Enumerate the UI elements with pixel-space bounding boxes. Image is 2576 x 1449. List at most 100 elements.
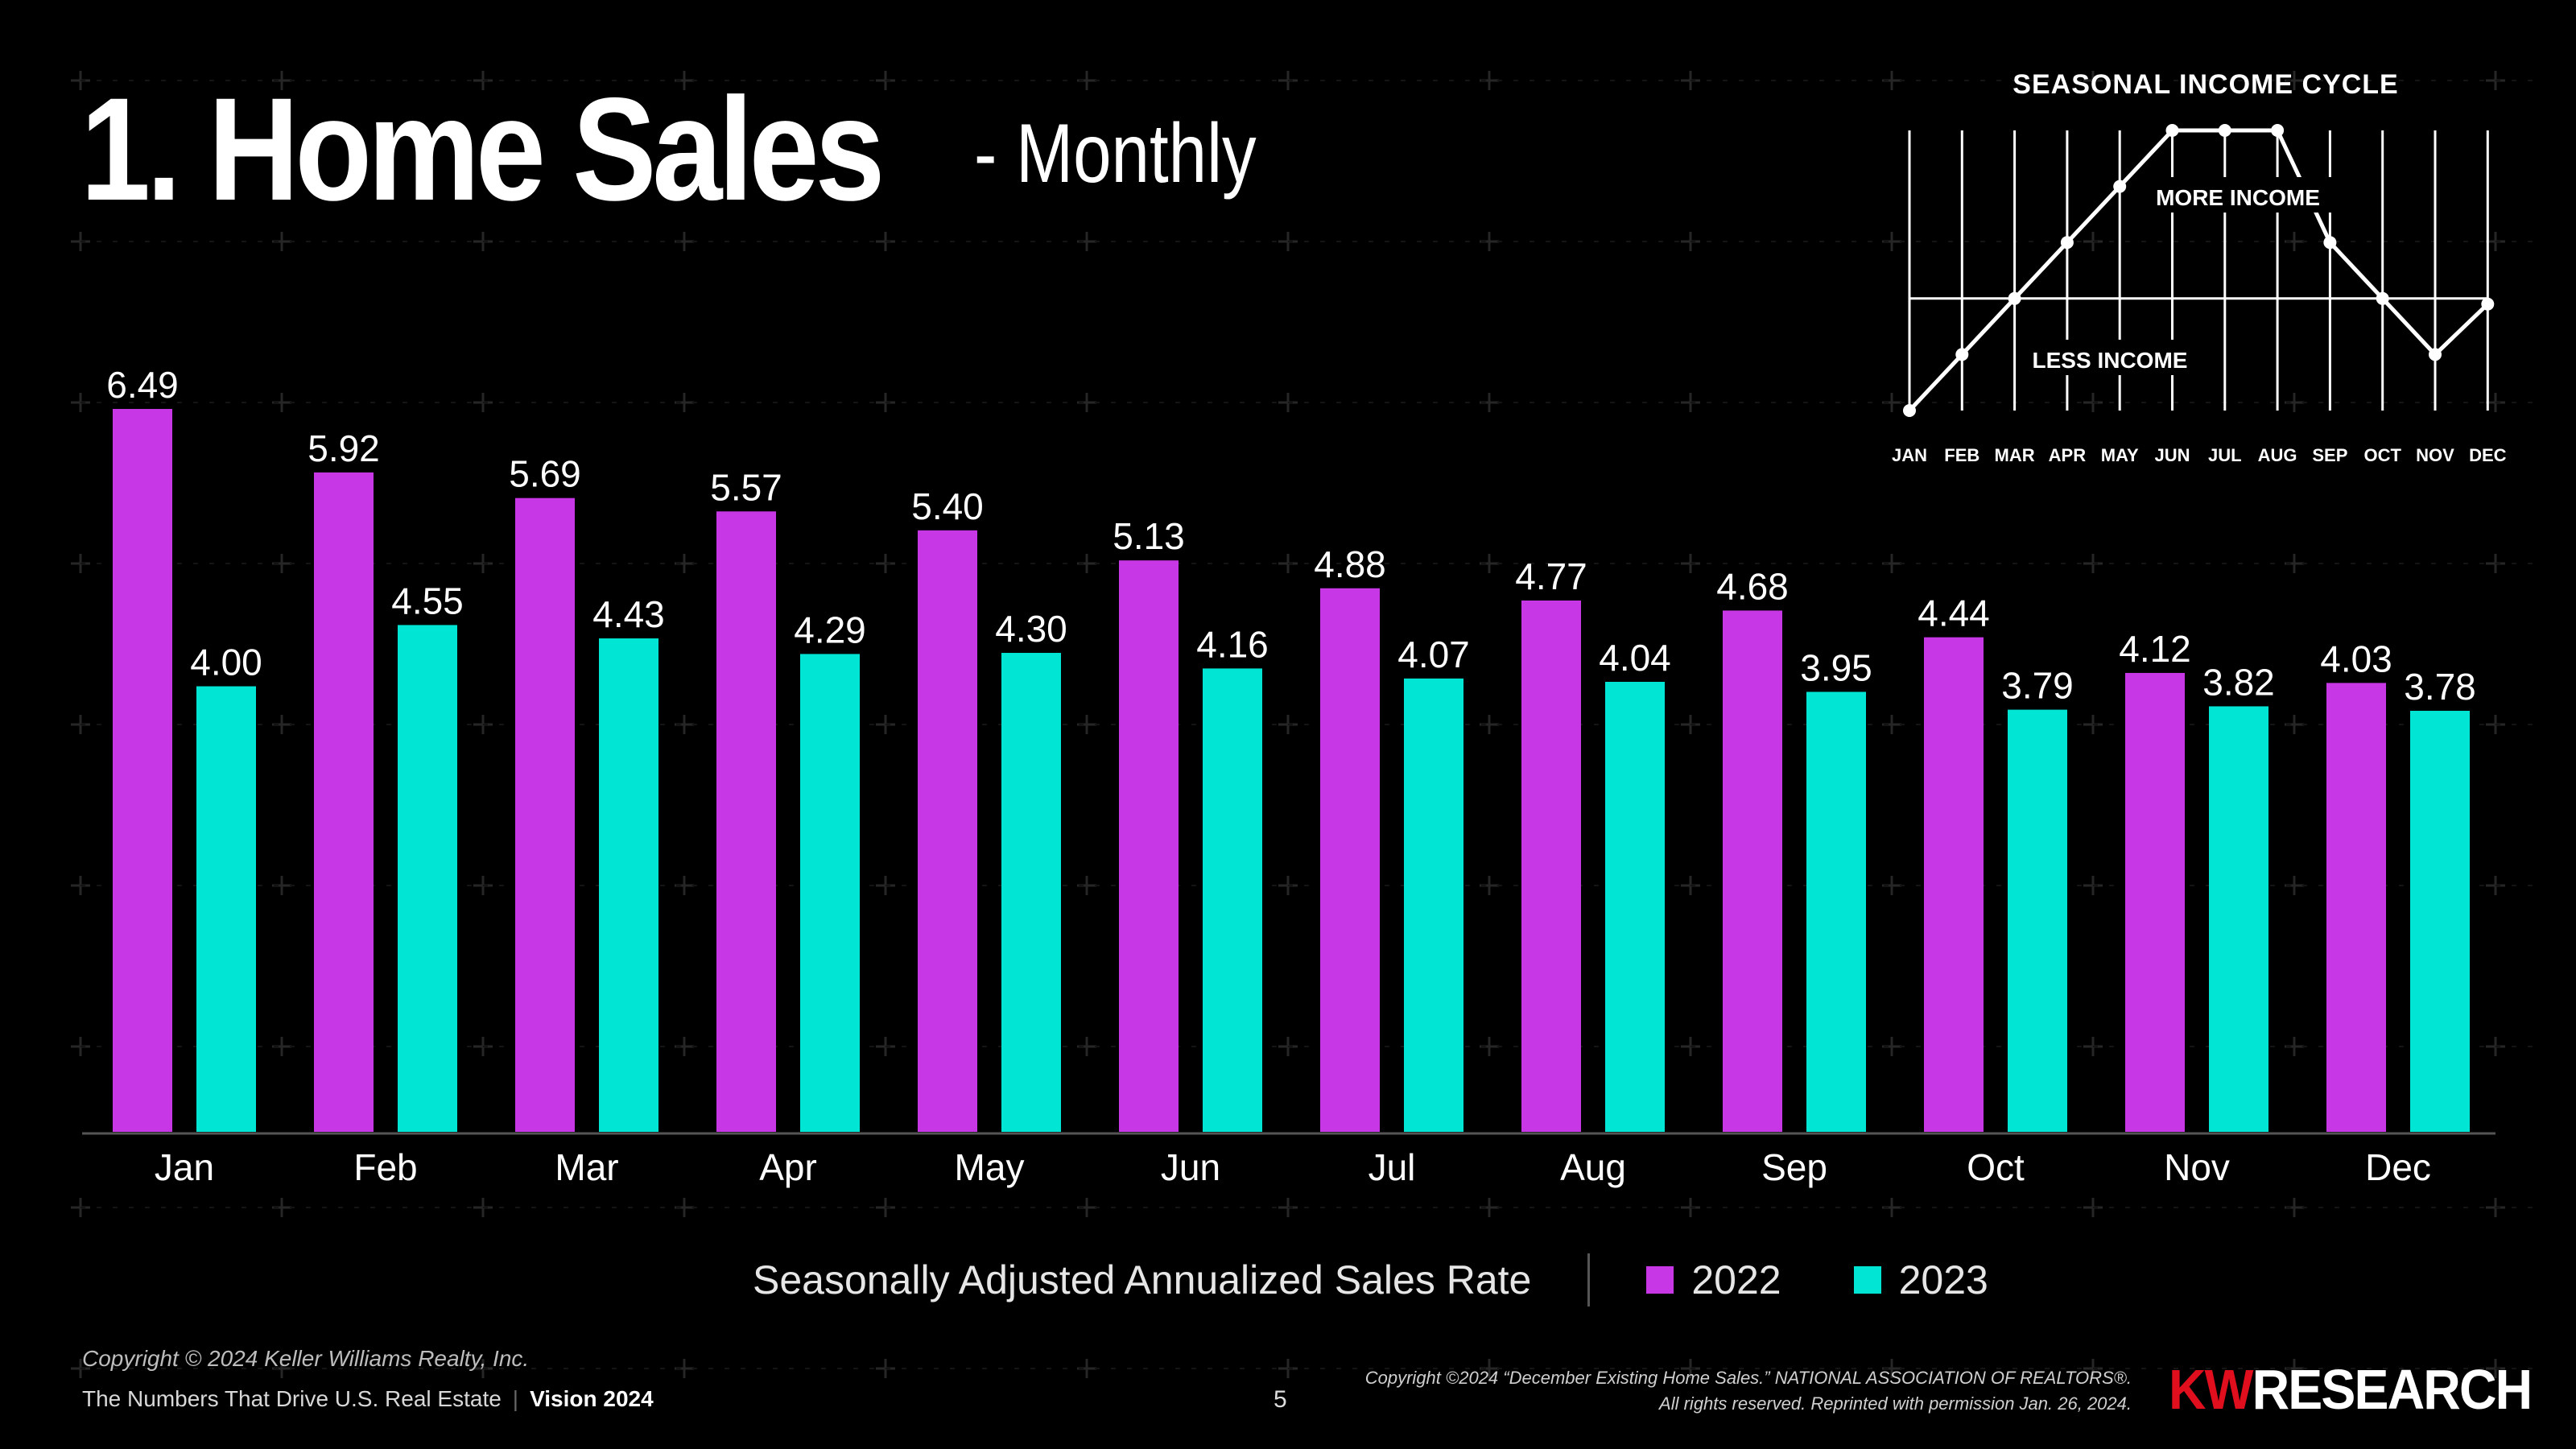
x-tick-label-nov: Nov [2164,1146,2230,1188]
data-label-2022-dec: 4.03 [2320,638,2392,679]
bar-2022-jun [1119,560,1179,1132]
inset-point-jul [2218,124,2231,137]
inset-month-jun: JUN [2154,445,2190,465]
legend-item-2023: 2023 [1853,1257,1988,1303]
data-label-2023-oct: 3.79 [2001,665,2074,707]
inset-month-apr: APR [2049,445,2087,465]
bar-2023-sep [1806,691,1866,1132]
bar-2023-mar [599,638,658,1132]
footer-left: Copyright © 2024 Keller Williams Realty,… [82,1346,654,1412]
logo-kw: KW [2169,1358,2253,1421]
bar-2023-aug [1605,681,1665,1132]
kw-research-logo: KWRESEARCH [2169,1357,2533,1422]
inset-month-jan: JAN [1892,445,1927,465]
legend-label-2023: 2023 [1898,1257,1988,1302]
title-subtitle: - Monthly [974,107,1257,200]
inset-point-dec [2481,297,2495,311]
inset-month-jul: JUL [2208,445,2242,465]
inset-month-dec: DEC [2469,445,2507,465]
data-label-2023-aug: 4.04 [1599,637,1671,679]
x-tick-label-jan: Jan [155,1146,214,1188]
x-tick-label-mar: Mar [555,1146,618,1188]
bar-2022-nov [2125,672,2185,1132]
inset-label-bg-more [2141,177,2334,213]
bar-2022-jul [1320,588,1380,1132]
data-label-2023-apr: 4.29 [794,609,866,650]
inset-month-sep: SEP [2312,445,2347,465]
bar-2023-nov [2209,706,2268,1132]
inset-month-oct: OCT [2363,445,2401,465]
inset-month-mar: MAR [1995,445,2035,465]
page-title: 1. Home Sales - Monthly [80,64,1257,233]
bar-2023-jun [1203,668,1262,1132]
bar-2023-oct [2008,709,2067,1132]
data-label-2022-feb: 5.92 [308,427,380,469]
bar-2023-dec [2410,710,2470,1132]
data-label-2022-nov: 4.12 [2119,628,2191,670]
data-label-2023-jul: 4.07 [1397,634,1470,675]
x-tick-label-apr: Apr [759,1146,817,1188]
data-label-2022-oct: 4.44 [1918,592,1990,634]
bar-2022-may [918,530,977,1132]
bar-2022-feb [314,472,374,1132]
x-tick-label-feb: Feb [353,1146,417,1188]
data-label-2023-may: 4.30 [995,608,1067,650]
title-main: 1. Home Sales [80,67,885,231]
inset-month-may: MAY [2101,445,2139,465]
bar-2023-jan [196,686,256,1132]
data-label-2023-mar: 4.43 [592,593,665,635]
seasonal-income-cycle-chart: SEASONAL INCOME CYCLE JAN FEB MAR APR MAY JUN J… [1892,69,2507,465]
footer-copyright: Copyright © 2024 Keller Williams Realty,… [82,1346,530,1371]
data-label-2022-jan: 6.49 [106,364,179,406]
bar-2022-mar [515,497,575,1132]
inset-point-feb [1955,348,1969,361]
inset-point-jun [2165,124,2179,137]
inset-point-mar [2008,291,2021,305]
footer-vision: Vision 2024 [530,1386,654,1411]
logo-research: RESEARCH [2252,1358,2533,1421]
x-tick-label-oct: Oct [1967,1146,2025,1188]
inset-point-sep [2323,236,2337,250]
x-tick-label-jul: Jul [1368,1146,1416,1188]
source-line-2: All rights reserved. Reprinted with perm… [1659,1393,2132,1414]
bar-2023-jul [1404,678,1463,1132]
inset-label-less-income: LESS INCOME [2033,348,2188,373]
bar-2022-sep [1723,610,1782,1132]
data-label-2022-sep: 4.68 [1716,565,1789,607]
legend-swatch-2023 [1853,1266,1881,1294]
data-label-2023-sep: 3.95 [1800,646,1872,688]
inset-month-nov: NOV [2416,445,2454,465]
data-label-2022-apr: 5.57 [710,466,782,508]
bar-2023-feb [398,625,457,1132]
source-line-1: Copyright ©2024 “December Existing Home … [1364,1368,2132,1388]
inset-title: SEASONAL INCOME CYCLE [2013,69,2398,100]
inset-income-line [1908,128,2490,412]
inset-label-more-income: MORE INCOME [2156,185,2320,210]
data-label-2022-jul: 4.88 [1314,543,1386,585]
bar-2022-dec [2326,683,2386,1132]
inset-point-oct [2376,291,2389,305]
chart-legend: Seasonally Adjusted Annualized Sales Rat… [753,1252,2061,1308]
source-credit: Copyright ©2024 “December Existing Home … [1327,1365,2132,1417]
data-label-2023-nov: 3.82 [2202,661,2275,703]
legend-swatch-2022 [1646,1266,1674,1294]
inset-point-aug [2271,124,2285,137]
x-tick-label-aug: Aug [1560,1146,1626,1188]
data-label-2023-feb: 4.55 [391,580,464,621]
bar-2022-apr [716,511,776,1132]
inset-point-may [2113,180,2127,193]
data-label-2023-dec: 3.78 [2404,666,2476,708]
footer-divider: | [512,1386,519,1411]
inset-point-apr [2060,236,2074,250]
data-label-2022-aug: 4.77 [1515,555,1587,597]
inset-label-bg-less [2019,340,2201,375]
x-tick-label-dec: Dec [2365,1146,2431,1188]
footer-tagline: The Numbers That Drive U.S. Real Estate [82,1386,502,1411]
bar-2022-oct [1924,637,1984,1132]
data-label-2022-mar: 5.69 [509,453,581,495]
legend-divider [1587,1253,1591,1307]
inset-month-aug: AUG [2258,445,2297,465]
legend-item-2022: 2022 [1646,1257,1781,1303]
data-label-2022-may: 5.40 [911,485,984,527]
